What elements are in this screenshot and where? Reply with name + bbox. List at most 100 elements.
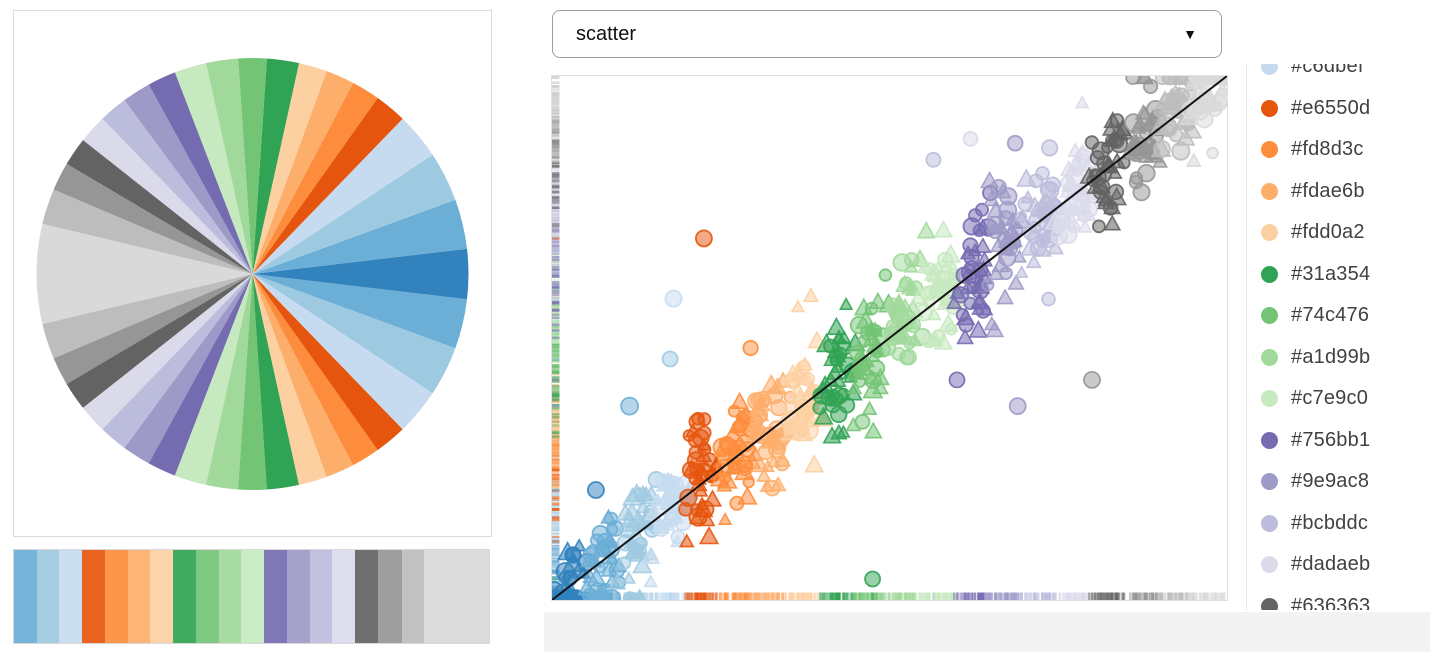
rug-tick-x <box>1033 592 1036 600</box>
rug-tick-x <box>1079 592 1083 600</box>
rug-tick-y <box>552 140 560 143</box>
scatter-point <box>571 538 587 552</box>
rug-tick-y <box>552 145 560 148</box>
rug-tick-y <box>552 130 560 133</box>
rug-tick-x <box>697 592 701 600</box>
rug-tick-y <box>552 481 560 484</box>
rug-tick-y <box>552 158 560 161</box>
rug-tick-x <box>1205 592 1208 600</box>
rug-tick-x <box>718 592 722 600</box>
scatter-point <box>909 287 929 305</box>
scatter-point <box>661 350 679 368</box>
rug-tick-y <box>552 222 560 226</box>
rug-tick-x <box>1020 592 1023 600</box>
rug-tick-x <box>900 592 903 600</box>
scatter-point <box>1182 120 1203 139</box>
rug-tick-y <box>552 237 560 240</box>
scatter-point <box>632 554 653 574</box>
rug-tick-x <box>986 592 990 600</box>
rug-tick-y <box>552 293 560 296</box>
scatter-point <box>813 406 834 425</box>
scatter-point <box>921 332 937 349</box>
scatter-point <box>831 331 846 345</box>
strip-segment <box>309 550 333 643</box>
scatter-point <box>688 471 703 486</box>
rug-tick-y <box>552 120 560 123</box>
scatter-point <box>1040 139 1059 157</box>
rug-tick-x <box>690 592 693 600</box>
rug-tick-y <box>552 248 560 251</box>
rug-tick-x <box>643 592 646 600</box>
rug-tick-x <box>1005 592 1009 600</box>
rug-tick-y <box>552 271 560 274</box>
rug-tick-x <box>837 592 841 600</box>
rug-tick-x <box>727 592 730 600</box>
rug-tick-x <box>1213 592 1216 600</box>
rug-tick-x <box>1158 592 1162 600</box>
scatter-point <box>925 151 942 168</box>
pie-chart <box>36 57 469 491</box>
scatter-point <box>588 582 608 600</box>
rug-tick-y <box>552 479 560 483</box>
rug-tick-y <box>552 408 560 411</box>
pie-wedge <box>252 82 378 275</box>
color-legend[interactable]: #c6dbef #e6550d #fd8d3c #fdae6b #fdd0a2 #31a3… <box>1246 64 1430 610</box>
pie-wedge <box>82 118 253 274</box>
rug-tick-y <box>552 537 560 540</box>
rug-tick-y <box>552 306 560 309</box>
rug-tick-x <box>753 592 756 600</box>
pie-wedge <box>205 58 253 275</box>
pie-wedge <box>148 72 253 275</box>
rug-tick-y <box>552 359 560 362</box>
rug-tick-x <box>784 592 787 600</box>
scatter-point <box>1172 76 1188 86</box>
legend-label: #636363 <box>1291 594 1371 610</box>
rug-tick-x <box>691 592 695 600</box>
rug-tick-y <box>552 446 560 450</box>
rug-tick-y <box>552 416 560 419</box>
rug-tick-x <box>825 592 828 600</box>
scatter-point <box>987 265 1004 280</box>
rug-tick-x <box>871 592 874 600</box>
rug-tick-y <box>552 463 560 467</box>
legend-item: #fdd0a2 <box>1247 212 1430 254</box>
rug-tick-x <box>1097 592 1101 600</box>
rug-tick-y <box>552 348 560 352</box>
scatter-point <box>1149 116 1171 136</box>
rug-tick-x <box>760 592 763 600</box>
rug-tick-x <box>1018 592 1021 600</box>
legend-swatch <box>1261 307 1278 325</box>
rug-tick-x <box>1184 592 1188 600</box>
rug-tick-x <box>662 592 665 600</box>
scatter-point <box>620 396 639 416</box>
scatter-point <box>1035 233 1050 248</box>
rug-tick-x <box>928 592 932 600</box>
rug-tick-y <box>552 411 560 414</box>
pie-wedge <box>36 274 253 325</box>
scatter-point <box>933 332 954 350</box>
rug-tick-x <box>961 592 964 600</box>
rug-tick-x <box>1202 592 1205 600</box>
rug-tick-y <box>552 186 560 189</box>
rug-tick-y <box>552 516 560 519</box>
chart-type-select[interactable]: scatter ▼ <box>552 10 1222 58</box>
rug-tick-y <box>552 522 560 526</box>
strip-segment <box>173 550 196 643</box>
rug-tick-x <box>658 592 661 600</box>
scatter-point <box>974 202 989 217</box>
rug-tick-y <box>552 450 560 454</box>
legend-swatch <box>1261 141 1278 159</box>
rug-tick-x <box>1128 592 1132 600</box>
rug-tick-y <box>552 404 560 408</box>
rug-tick-y <box>552 514 560 518</box>
strip-segment <box>332 550 356 643</box>
rug-tick-y <box>552 253 560 257</box>
pie-wedge <box>252 248 469 274</box>
rug-tick-x <box>700 592 704 600</box>
rug-tick-y <box>552 422 560 425</box>
rug-tick-x <box>1051 592 1054 600</box>
legend-label: #756bb1 <box>1291 428 1371 451</box>
rug-tick-y <box>552 220 560 224</box>
scatter-point <box>1032 239 1052 257</box>
rug-tick-x <box>655 592 659 600</box>
